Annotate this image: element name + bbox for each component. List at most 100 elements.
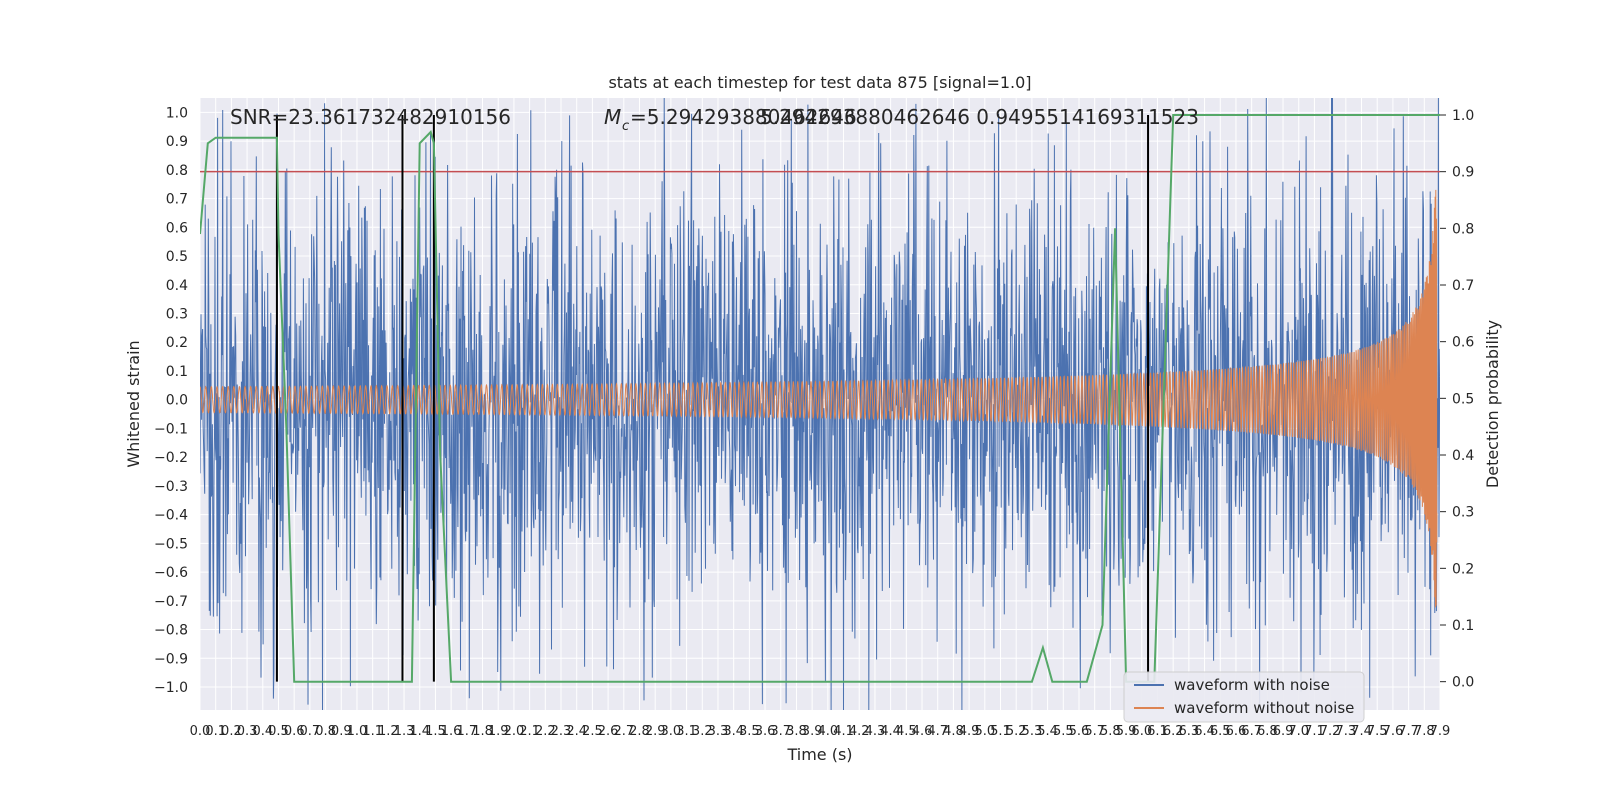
x-tick-label: 3.1 [676,724,697,739]
x-tick-label: 0.9 [331,724,352,739]
x-tick-label: 3.2 [692,724,713,739]
x-tick-label: 5.1 [990,724,1011,739]
x-tick-label: 4.3 [865,724,886,739]
x-tick-label: 7.3 [1335,724,1356,739]
y-tick-label-left: 0.3 [166,306,188,322]
x-tick-label: 3.5 [739,724,760,739]
y-tick-label-left: 0.8 [166,163,188,179]
x-tick-label: 3.9 [802,724,823,739]
y-tick-label-left: 0.6 [166,220,188,236]
x-tick-label: 7.8 [1414,724,1435,739]
x-tick-label: 1.0 [347,724,368,739]
y-tick-label-left: −0.7 [154,594,188,610]
x-tick-label: 4.8 [943,724,964,739]
x-tick-label: 1.6 [441,724,462,739]
x-tick-label: 4.0 [818,724,839,739]
x-tick-label: 5.2 [1006,724,1027,739]
chart-title: stats at each timestep for test data 875… [608,73,1031,92]
x-tick-label: 7.2 [1320,724,1341,739]
x-tick-label: 4.5 [896,724,917,739]
x-axis-label: Time (s) [786,745,852,764]
x-tick-label: 5.9 [1116,724,1137,739]
y-tick-label-left: 0.7 [166,192,188,208]
x-tick-label: 2.6 [598,724,619,739]
x-tick-label: 5.7 [1084,724,1105,739]
x-tick-label: 4.9 [959,724,980,739]
x-tick-label: 1.7 [456,724,477,739]
x-tick-label: 1.2 [378,724,399,739]
x-tick-label: 3.4 [723,724,744,739]
x-tick-label: 2.5 [582,724,603,739]
legend-label-clean: waveform without noise [1174,699,1354,717]
x-tick-label: 3.0 [661,724,682,739]
y-tick-label-left: 0.1 [166,364,188,380]
x-tick-label: 6.4 [1194,724,1215,739]
x-tick-label: 2.9 [645,724,666,739]
y-tick-label-right: 0.0 [1452,675,1474,691]
x-tick-label: 3.6 [755,724,776,739]
x-tick-label: 0.0 [190,724,211,739]
y-tick-label-right: 0.9 [1452,165,1474,181]
x-tick-label: 7.5 [1367,724,1388,739]
y-tick-label-left: 0.0 [166,393,188,409]
x-tick-label: 0.2 [221,724,242,739]
legend: waveform with noise waveform without noi… [1123,671,1365,723]
y-tick-label-left: 0.4 [166,278,188,294]
y-tick-label-right: 0.5 [1452,391,1474,407]
legend-box [1123,671,1365,723]
x-tick-label: 2.1 [519,724,540,739]
x-tick-label: 6.9 [1273,724,1294,739]
x-tick-label: 6.5 [1210,724,1231,739]
y-tick-label-right: 1.0 [1452,108,1474,124]
x-tick-label: 5.8 [1100,724,1121,739]
y-tick-label-left: −0.1 [154,421,188,437]
y-tick-label-right: 0.3 [1452,505,1474,521]
x-tick-label: 4.4 [880,724,901,739]
x-tick-label: 6.0 [1131,724,1152,739]
x-tick-label: 3.3 [708,724,729,739]
x-tick-label: 6.1 [1147,724,1168,739]
y-tick-label-right: 0.2 [1452,561,1474,577]
x-tick-label: 5.3 [1022,724,1043,739]
y-tick-label-left: 1.0 [166,105,188,121]
x-tick-label: 4.1 [833,724,854,739]
x-tick-label: 4.6 [912,724,933,739]
x-tick-label: 1.3 [394,724,415,739]
x-tick-label: 1.8 [472,724,493,739]
mc-overlap-annotation: 5.294293880462646 0.9495514169311523 [760,105,1199,129]
x-tick-label: 5.4 [1037,724,1058,739]
y-tick-label-right: 0.7 [1452,278,1474,294]
x-tick-label: 6.2 [1163,724,1184,739]
y-tick-label-right: 0.8 [1452,221,1474,237]
x-tick-label: 1.4 [409,724,430,739]
x-tick-label: 1.5 [425,724,446,739]
series-waveform-without-noise [200,189,1438,608]
y-tick-label-left: −0.2 [154,450,188,466]
x-tick-label: 0.8 [315,724,336,739]
y-tick-label-left: −1.0 [154,680,188,696]
x-tick-label: 7.4 [1351,724,1372,739]
y-axis-label-right: Detection probability [1483,320,1502,488]
x-tick-label: 2.0 [504,724,525,739]
x-tick-label: 5.0 [974,724,995,739]
y-tick-label-left: 0.2 [166,335,188,351]
mc-annotation: =5.294293880462646 [630,105,857,129]
x-tick-label: 1.9 [488,724,509,739]
x-tick-label: 6.6 [1226,724,1247,739]
x-tick-label: 7.7 [1398,724,1419,739]
x-tick-label: 0.4 [252,724,273,739]
x-tick-label: 6.8 [1257,724,1278,739]
x-tick-label: 0.7 [300,724,321,739]
x-tick-label: 7.9 [1430,724,1451,739]
x-tick-label: 2.8 [629,724,650,739]
x-tick-label: 4.7 [927,724,948,739]
y-tick-label-left: 0.5 [166,249,188,265]
y-axis-label-left: Whitened strain [124,340,143,467]
x-tick-label: 1.1 [362,724,383,739]
x-tick-label: 3.7 [770,724,791,739]
x-tick-label: 2.2 [535,724,556,739]
y-tick-label-left: −0.5 [154,536,188,552]
x-tick-label: 6.3 [1179,724,1200,739]
